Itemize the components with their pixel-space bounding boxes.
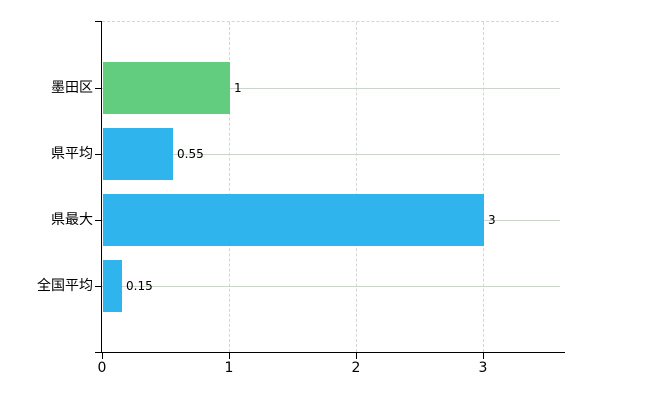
category-label: 全国平均	[37, 278, 93, 294]
gridline-horizontal	[102, 88, 560, 89]
x-axis-tick	[102, 353, 103, 359]
x-axis-tick-label: 3	[478, 360, 488, 376]
bar-value-label: 1	[234, 81, 242, 95]
gridline-horizontal	[102, 286, 560, 287]
category-label: 墨田区	[51, 80, 93, 96]
bar	[103, 128, 173, 180]
bar	[103, 62, 230, 114]
bar	[103, 194, 484, 246]
category-label: 県最大	[51, 212, 93, 228]
x-axis-tick	[483, 353, 484, 359]
category-label: 県平均	[51, 146, 93, 162]
x-axis-line	[95, 352, 565, 353]
bar-value-label: 0.55	[177, 147, 204, 161]
plot-top-border	[102, 21, 559, 22]
y-axis-tick	[95, 154, 101, 155]
gridline-horizontal	[102, 154, 560, 155]
gridline-vertical	[483, 22, 484, 352]
y-axis-tick	[95, 220, 101, 221]
y-axis-line	[101, 21, 102, 352]
x-axis-tick-label: 1	[224, 360, 234, 376]
x-axis-tick	[356, 353, 357, 359]
bar-value-label: 3	[488, 213, 496, 227]
x-axis-tick-label: 2	[351, 360, 361, 376]
gridline-vertical	[229, 22, 230, 352]
y-axis-tick	[95, 21, 101, 22]
x-axis-tick-label: 0	[97, 360, 107, 376]
y-axis-tick	[95, 88, 101, 89]
y-axis-tick	[95, 286, 101, 287]
gridline-vertical	[356, 22, 357, 352]
bar	[103, 260, 122, 312]
x-axis-tick	[229, 353, 230, 359]
bar-value-label: 0.15	[126, 279, 153, 293]
